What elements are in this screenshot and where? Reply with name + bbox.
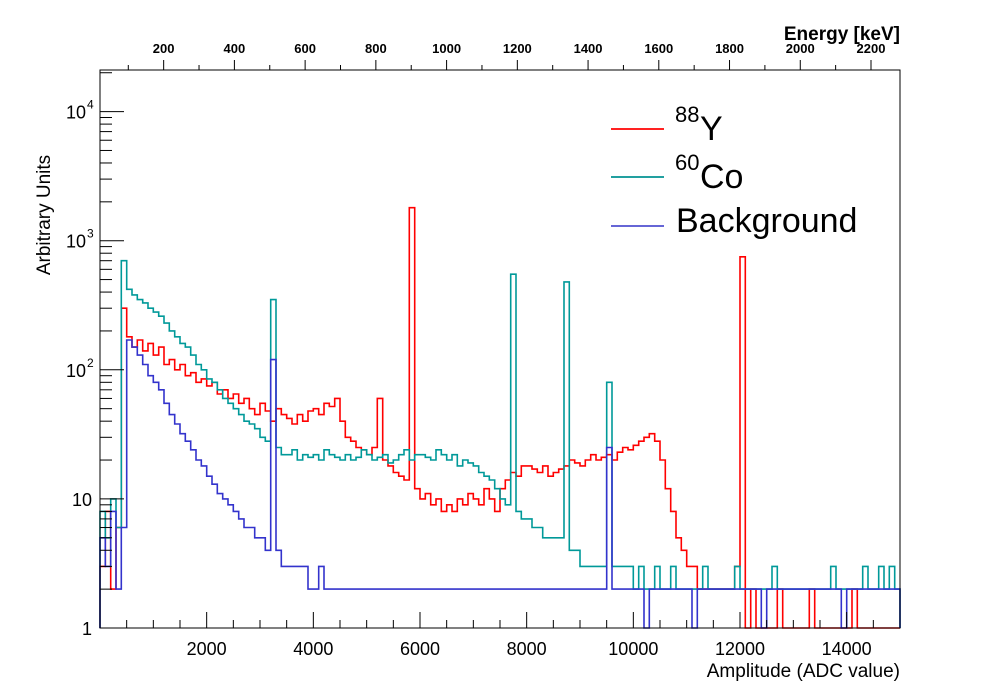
top-tick-label: 1600 <box>644 41 673 56</box>
series-layer <box>99 206 901 629</box>
x-tick-label: 6000 <box>400 639 440 659</box>
x-tick-label: 4000 <box>293 639 333 659</box>
top-tick-label: 600 <box>294 41 316 56</box>
x-tick-label: 14000 <box>822 639 872 659</box>
x-tick-label: 10000 <box>608 639 658 659</box>
legend-isotope-mass: 88 <box>675 102 699 127</box>
y-tick-exponent: 2 <box>87 356 94 370</box>
top-tick-label: 2000 <box>786 41 815 56</box>
y-tick-exponent: 4 <box>87 98 94 112</box>
x-axis-title: Amplitude (ADC value) <box>707 661 900 682</box>
x-tick-label: 12000 <box>715 639 765 659</box>
top-tick-label: 1400 <box>574 41 603 56</box>
top-tick-label: 1800 <box>715 41 744 56</box>
top-tick-label: 1200 <box>503 41 532 56</box>
top-tick-label: 400 <box>224 41 246 56</box>
top-axis-title: Energy [keV] <box>784 24 900 45</box>
legend-label: Co <box>700 158 743 196</box>
legend: 88 Y60 Co Background <box>611 102 857 240</box>
y-tick-label: 10 <box>72 490 92 510</box>
x-tick-label: 2000 <box>187 639 227 659</box>
top-tick-label: 2200 <box>857 41 886 56</box>
legend-label: Y <box>700 110 723 148</box>
legend-label: Background <box>676 202 857 240</box>
plot-frame <box>99 69 901 629</box>
y-tick-label: 10 <box>66 103 86 123</box>
series-co-histogram <box>99 259 901 628</box>
legend-isotope-mass: 60 <box>675 150 699 175</box>
y-axis-title: Arbitrary Units <box>34 155 55 275</box>
y-tick-label: 1 <box>82 619 92 639</box>
y-tick-exponent: 3 <box>87 227 94 241</box>
y-tick-label: 10 <box>66 232 86 252</box>
top-tick-label: 200 <box>153 41 175 56</box>
series-background-histogram <box>99 339 901 629</box>
x-tick-label: 8000 <box>507 639 547 659</box>
series-y-histogram <box>99 206 900 629</box>
y-tick-label: 10 <box>66 361 86 381</box>
top-tick-label: 1000 <box>432 41 461 56</box>
top-tick-label: 800 <box>365 41 387 56</box>
